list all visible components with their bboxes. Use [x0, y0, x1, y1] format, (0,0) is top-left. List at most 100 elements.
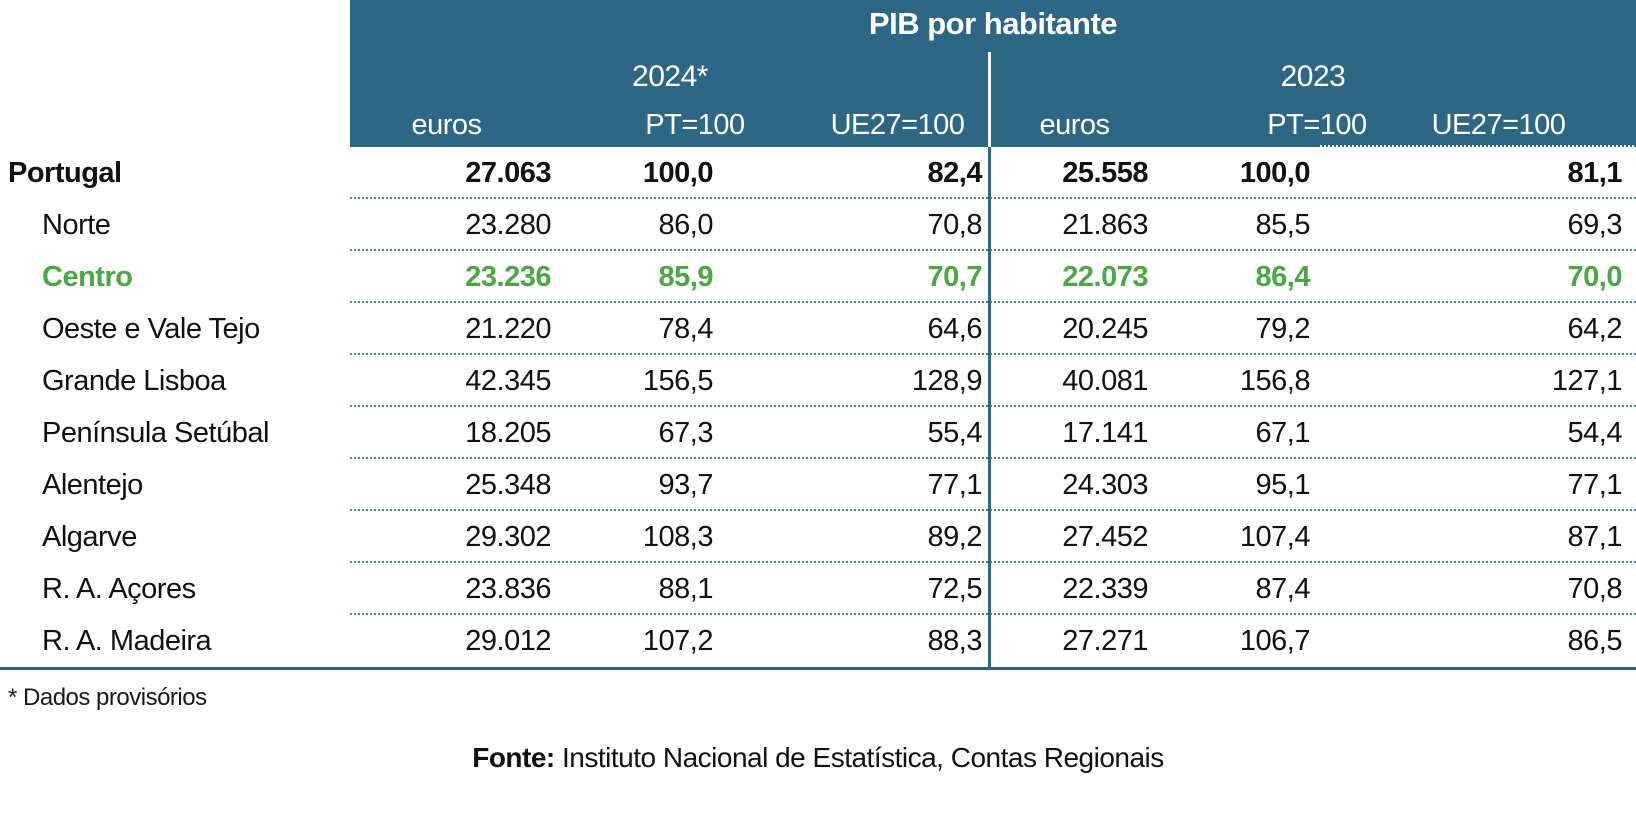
cell-2024-ue27: 128,9 [911, 364, 983, 397]
col-header-2023-ue27: UE27=100 [1431, 109, 1566, 141]
cell-2024-ue27: 64,6 [927, 312, 983, 345]
cell-2023-euros: 25.558 [1062, 156, 1148, 189]
cell-2023-ue27: 69,3 [1567, 208, 1623, 241]
cell-2024-pt100: 108,3 [642, 520, 714, 553]
cell-2023-ue27: 127,1 [1551, 364, 1623, 397]
cell-2024-euros: 25.348 [465, 468, 551, 501]
cell-2023-euros: 27.452 [1062, 520, 1148, 553]
header-background [350, 0, 1636, 147]
cell-2024-euros: 29.302 [465, 520, 551, 553]
cell-2023-pt100: 156,8 [1239, 364, 1311, 397]
col-header-2023-pt100: PT=100 [1267, 109, 1367, 141]
cell-2024-ue27: 70,8 [927, 208, 983, 241]
year-header-2024: 2024* [632, 60, 708, 93]
table-row-algarve: Algarve 29.302 108,3 89,2 27.452 107,4 8… [0, 511, 1636, 563]
row-label: Portugal [8, 156, 122, 189]
cell-2023-ue27: 81,1 [1567, 156, 1623, 189]
col-header-2024-pt100: PT=100 [645, 109, 745, 141]
cell-2023-pt100: 67,1 [1255, 416, 1311, 449]
table-row-alentejo: Alentejo 25.348 93,7 77,1 24.303 95,1 77… [0, 459, 1636, 511]
year-divider-header [988, 52, 991, 147]
cell-2023-euros: 21.863 [1062, 208, 1148, 241]
table-row-oeste-vale-tejo: Oeste e Vale Tejo 21.220 78,4 64,6 20.24… [0, 303, 1636, 355]
table-body: Portugal 27.063 100,0 82,4 25.558 100,0 … [0, 147, 1636, 667]
cell-2024-ue27: 82,4 [927, 156, 983, 189]
cell-2023-pt100: 86,4 [1255, 260, 1311, 293]
cell-2023-ue27: 70,0 [1567, 260, 1623, 293]
cell-2023-ue27: 77,1 [1567, 468, 1623, 501]
col-header-2024-euros: euros [411, 109, 482, 141]
cell-2023-pt100: 95,1 [1255, 468, 1311, 501]
cell-2024-euros: 21.220 [465, 312, 551, 345]
table-header: PIB por habitante 2024* 2023 euros PT=10… [0, 0, 1636, 147]
cell-2024-euros: 23.836 [465, 572, 551, 605]
table-row-peninsula-setubal: Península Setúbal 18.205 67,3 55,4 17.14… [0, 407, 1636, 459]
cell-2024-euros: 27.063 [465, 156, 551, 189]
cell-2024-pt100: 107,2 [642, 624, 714, 657]
cell-2023-pt100: 107,4 [1239, 520, 1311, 553]
source-line: Fonte: Instituto Nacional de Estatística… [0, 742, 1636, 774]
row-label: Grande Lisboa [42, 364, 226, 397]
column-headers: euros PT=100 UE27=100 euros PT=100 UE27=… [0, 97, 1636, 147]
table-row-portugal: Portugal 27.063 100,0 82,4 25.558 100,0 … [0, 147, 1636, 199]
cell-2024-ue27: 88,3 [927, 624, 983, 657]
cell-2024-euros: 23.236 [465, 260, 551, 293]
cell-2024-euros: 29.012 [465, 624, 551, 657]
source-text: Instituto Nacional de Estatística, Conta… [562, 742, 1164, 773]
cell-2023-euros: 24.303 [1062, 468, 1148, 501]
col-header-2023-euros: euros [1039, 109, 1110, 141]
cell-2023-ue27: 70,8 [1567, 572, 1623, 605]
cell-2023-euros: 22.339 [1062, 572, 1148, 605]
cell-2023-euros: 20.245 [1062, 312, 1148, 345]
cell-2023-ue27: 87,1 [1567, 520, 1623, 553]
pib-table: PIB por habitante 2024* 2023 euros PT=10… [0, 0, 1636, 670]
cell-2023-euros: 40.081 [1062, 364, 1148, 397]
cell-2024-euros: 42.345 [465, 364, 551, 397]
row-label: Oeste e Vale Tejo [42, 312, 260, 345]
cell-2024-pt100: 78,4 [658, 312, 714, 345]
cell-2023-euros: 22.073 [1062, 260, 1148, 293]
row-label: Alentejo [42, 468, 143, 501]
cell-2023-pt100: 106,7 [1239, 624, 1311, 657]
col-header-2024-ue27: UE27=100 [830, 109, 965, 141]
row-label: Norte [42, 208, 111, 241]
table-title: PIB por habitante [868, 6, 1118, 41]
cell-2024-pt100: 67,3 [658, 416, 714, 449]
table-row-centro: Centro 23.236 85,9 70,7 22.073 86,4 70,0 [0, 251, 1636, 303]
cell-2024-ue27: 89,2 [927, 520, 983, 553]
table-row-madeira: R. A. Madeira 29.012 107,2 88,3 27.271 1… [0, 615, 1636, 667]
cell-2023-euros: 17.141 [1062, 416, 1148, 449]
row-label: R. A. Açores [42, 572, 196, 605]
cell-2024-pt100: 93,7 [658, 468, 714, 501]
cell-2024-euros: 23.280 [465, 208, 551, 241]
row-label: Centro [42, 260, 133, 293]
year-header-2023: 2023 [1280, 60, 1346, 93]
cell-2024-euros: 18.205 [465, 416, 551, 449]
table-row-norte: Norte 23.280 86,0 70,8 21.863 85,5 69,3 [0, 199, 1636, 251]
cell-2023-ue27: 54,4 [1567, 416, 1623, 449]
cell-2023-pt100: 85,5 [1255, 208, 1311, 241]
table-row-grande-lisboa: Grande Lisboa 42.345 156,5 128,9 40.081 … [0, 355, 1636, 407]
cell-2024-ue27: 77,1 [927, 468, 983, 501]
cell-2023-ue27: 64,2 [1567, 312, 1623, 345]
cell-2023-euros: 27.271 [1062, 624, 1148, 657]
row-label: Algarve [42, 520, 137, 553]
cell-2024-pt100: 85,9 [658, 260, 714, 293]
cell-2024-pt100: 86,0 [658, 208, 714, 241]
cell-2023-pt100: 79,2 [1255, 312, 1311, 345]
footnote: * Dados provisórios [8, 684, 207, 711]
cell-2024-pt100: 156,5 [642, 364, 714, 397]
cell-2023-pt100: 87,4 [1255, 572, 1311, 605]
year-divider-body [988, 147, 991, 670]
source-label: Fonte: [472, 742, 555, 773]
cell-2024-pt100: 88,1 [658, 572, 714, 605]
cell-2024-ue27: 72,5 [927, 572, 983, 605]
cell-2023-ue27: 86,5 [1567, 624, 1623, 657]
table-row-acores: R. A. Açores 23.836 88,1 72,5 22.339 87,… [0, 563, 1636, 615]
cell-2024-ue27: 55,4 [927, 416, 983, 449]
cell-2024-pt100: 100,0 [642, 156, 714, 189]
header-dotted-edge [1320, 145, 1636, 147]
cell-2023-pt100: 100,0 [1239, 156, 1311, 189]
cell-2024-ue27: 70,7 [927, 260, 983, 293]
